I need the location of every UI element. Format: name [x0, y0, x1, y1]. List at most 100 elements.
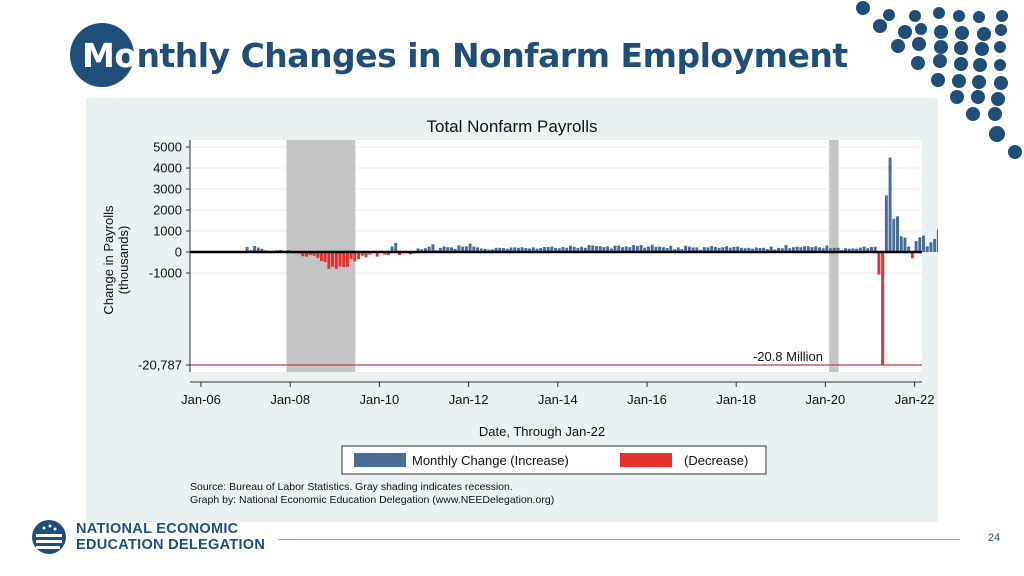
y-tick-label: 1000 — [153, 224, 182, 239]
decor-dot — [891, 39, 905, 53]
bar — [725, 246, 729, 252]
bar — [342, 252, 346, 268]
decor-dot — [954, 57, 968, 71]
legend-swatch-increase — [354, 453, 406, 467]
decor-dot — [915, 23, 927, 35]
bar — [643, 247, 647, 252]
bar — [743, 248, 747, 252]
decor-dot — [898, 25, 912, 39]
logo-line2: EDUCATION DELEGATION — [76, 537, 266, 553]
bar — [386, 252, 390, 256]
bar — [665, 248, 669, 252]
bar — [762, 247, 766, 252]
bar — [546, 246, 550, 252]
bar — [896, 216, 899, 252]
x-tick-label: Jan-18 — [716, 392, 756, 407]
bar — [531, 247, 535, 252]
bar — [888, 157, 892, 252]
legend-label-decrease: (Decrease) — [684, 453, 748, 468]
y-tick-label: -20,787 — [138, 358, 182, 373]
bar — [490, 249, 494, 252]
bar — [710, 245, 714, 252]
bar — [936, 229, 938, 252]
legend-label-increase: Monthly Change (Increase) — [412, 453, 569, 468]
bar — [821, 248, 825, 252]
decor-dot — [975, 42, 989, 56]
bar — [728, 247, 732, 252]
bar — [476, 247, 480, 252]
bar — [713, 246, 717, 252]
bar — [338, 252, 342, 267]
decor-dot — [912, 37, 926, 51]
bar — [799, 247, 803, 252]
decor-dot — [954, 41, 968, 55]
bar — [461, 246, 465, 252]
bar — [691, 247, 695, 252]
bar — [817, 247, 821, 252]
bar — [375, 252, 379, 257]
bar — [572, 246, 576, 252]
bar — [468, 243, 472, 252]
bar — [862, 246, 866, 252]
bar — [791, 247, 795, 252]
bar — [591, 245, 595, 252]
bar — [687, 246, 691, 252]
bar — [557, 248, 561, 252]
y-tick-label: 0 — [175, 245, 182, 260]
bar — [450, 247, 453, 252]
bar — [516, 247, 520, 252]
chart-panel: Total Nonfarm Payrolls -20.8 Million 500… — [86, 98, 938, 522]
reference-line-group: -20.8 Million — [190, 349, 922, 366]
decor-dot — [883, 9, 895, 21]
bar — [650, 244, 654, 252]
x-tick-label: Jan-14 — [538, 392, 578, 407]
y-tick-label: 2000 — [153, 203, 182, 218]
chart-title: Total Nonfarm Payrolls — [426, 117, 597, 136]
legend-swatch-decrease — [620, 453, 672, 467]
bar — [424, 248, 427, 252]
source-note: Source: Bureau of Labor Statistics. Gray… — [190, 481, 513, 493]
bar — [907, 246, 911, 252]
bar — [535, 248, 539, 252]
bar — [360, 252, 364, 256]
bar — [918, 237, 922, 252]
bar — [751, 248, 755, 252]
decor-dot — [953, 10, 965, 22]
bar — [702, 247, 706, 252]
bar — [245, 246, 249, 252]
bar — [910, 252, 914, 259]
bar — [554, 247, 558, 252]
flag-globe-icon — [32, 520, 66, 554]
axes-group: 5000 4000 3000 2000 1000 0 -1000 -20,787 Jan-06 J… — [138, 140, 935, 407]
bar — [357, 252, 361, 260]
x-tick-label: Jan-08 — [270, 392, 310, 407]
decor-dot — [989, 126, 1005, 142]
bar — [914, 241, 918, 252]
bar — [866, 248, 870, 252]
x-tick-label: Jan-22 — [895, 392, 935, 407]
bar — [829, 248, 833, 252]
bar — [680, 249, 684, 252]
decor-dot — [994, 59, 1006, 71]
page-number: 24 — [987, 532, 1001, 544]
bar — [420, 249, 424, 252]
bar — [390, 246, 394, 252]
decor-dot — [873, 19, 887, 33]
bar — [825, 245, 829, 252]
bar — [899, 236, 903, 252]
bar — [765, 249, 769, 252]
bar — [721, 247, 725, 252]
bar — [624, 246, 628, 252]
bar — [498, 247, 502, 252]
bar — [669, 245, 673, 252]
bar — [598, 246, 602, 252]
decor-dot — [933, 7, 945, 19]
bar — [933, 238, 937, 252]
bar — [639, 245, 643, 252]
bar — [602, 247, 606, 252]
decor-dot — [856, 1, 870, 15]
decor-dot — [995, 24, 1007, 36]
bar — [795, 246, 799, 252]
bar — [836, 247, 840, 252]
decor-dot — [996, 10, 1008, 22]
